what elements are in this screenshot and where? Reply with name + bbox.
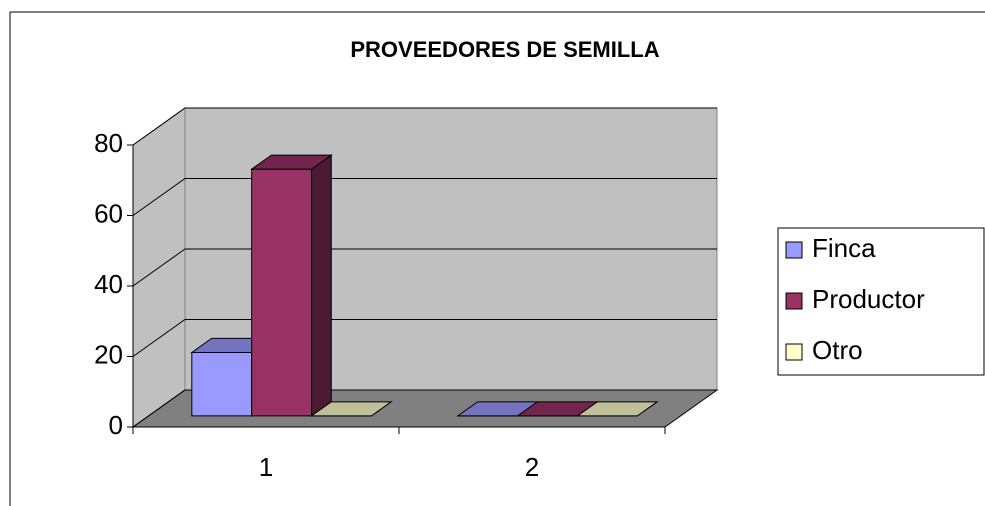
legend-label: Finca	[812, 233, 876, 263]
bar	[250, 154, 333, 417]
legend-swatch	[785, 241, 803, 259]
bar-front	[251, 168, 313, 417]
chart-title: PROVEEDORES DE SEMILLA	[350, 37, 659, 62]
legend-swatch	[785, 292, 803, 310]
y-tick-label: 60	[94, 198, 123, 228]
legend	[777, 227, 985, 376]
legend-label: Otro	[812, 335, 863, 365]
grid-line	[132, 319, 717, 357]
bar-top	[575, 401, 659, 417]
legend-label: Productor	[812, 284, 925, 314]
bar-top	[309, 401, 393, 417]
bar-side	[311, 154, 332, 417]
plot-area: 0 20 40 60 80 1 2	[94, 107, 719, 482]
legend-swatch	[785, 343, 803, 361]
y-tick-label: 40	[94, 269, 123, 299]
grid-line	[132, 248, 717, 287]
grid-line	[132, 389, 717, 428]
y-tick-label: 80	[94, 128, 123, 158]
grid-line	[132, 107, 717, 146]
grid-line	[132, 178, 717, 216]
y-tick-label: 20	[94, 339, 123, 369]
y-tick-label: 0	[109, 410, 123, 440]
bar	[309, 401, 393, 417]
bar	[575, 401, 659, 417]
bar-top	[250, 154, 333, 170]
x-tick-label: 1	[259, 452, 273, 482]
bar-front	[191, 351, 253, 417]
legend-items: Finca Productor Otro	[785, 233, 925, 365]
x-tick-label: 2	[525, 452, 539, 482]
